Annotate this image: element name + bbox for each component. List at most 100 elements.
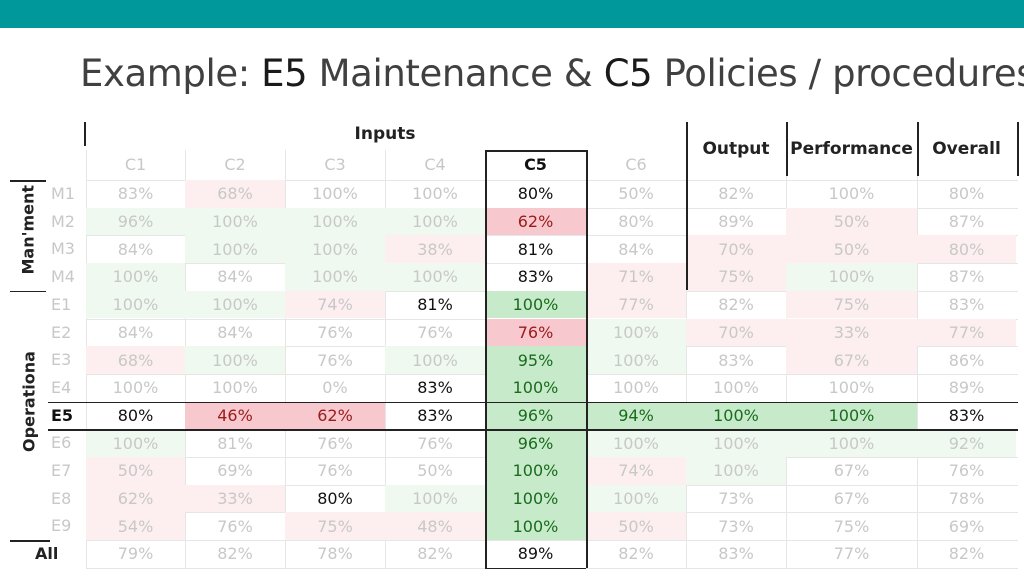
title-mid: Maintenance &	[307, 52, 604, 95]
table-cell: 100%	[312, 184, 358, 204]
table-cell: 100%	[185, 207, 285, 236]
table-cell: 69%	[217, 461, 253, 481]
table-cell: 100%	[586, 346, 686, 374]
title-e5: E5	[261, 52, 308, 95]
table-cell: 68%	[185, 180, 285, 208]
table-cell: 100%	[686, 401, 786, 430]
table-cell: 62%	[485, 207, 586, 236]
table-cell: 100%	[828, 378, 875, 398]
row-label-m3: M3	[51, 239, 75, 259]
table-cell: 84%	[217, 267, 253, 287]
c5-left-border	[485, 150, 487, 568]
table-cell: 100%	[613, 378, 659, 398]
row-label-e6: E6	[51, 433, 72, 453]
table-cell: 46%	[185, 401, 285, 430]
table-cell: 83%	[718, 544, 754, 564]
side-label-all: All	[35, 544, 59, 564]
row-label-e1: E1	[51, 294, 72, 314]
table-cell: 76%	[317, 322, 353, 342]
table-cell: 83%	[417, 378, 453, 398]
row-label-e8: E8	[51, 488, 72, 508]
header-separator	[84, 122, 86, 146]
header-separator	[686, 122, 688, 176]
column-header-c3: C3	[324, 155, 346, 174]
table-cell: 33%	[786, 318, 917, 347]
table-cell: 82%	[948, 544, 985, 564]
table-cell: 74%	[586, 457, 686, 485]
table-cell: 75%	[285, 512, 385, 541]
table-cell: 83%	[948, 405, 985, 425]
side-label-management: Man'ment	[18, 185, 38, 275]
table-cell: 100%	[485, 290, 586, 319]
table-cell: 100%	[828, 184, 875, 204]
table-cell: 100%	[385, 484, 485, 513]
table-cell: 76%	[948, 461, 985, 481]
table-cell: 80%	[948, 184, 985, 204]
inputs-group-header: Inputs	[354, 124, 416, 144]
grid-row-line	[86, 235, 1018, 237]
table-cell: 89%	[718, 212, 754, 232]
table-cell: 68%	[86, 346, 185, 374]
table-cell: 92%	[917, 429, 1016, 457]
table-cell: 84%	[217, 322, 253, 342]
all-top-line	[10, 540, 50, 542]
row-label-m1: M1	[51, 184, 75, 203]
grid-row-line	[86, 180, 1018, 181]
table-cell: 95%	[485, 346, 586, 374]
table-cell: 89%	[517, 544, 554, 564]
table-cell: 76%	[317, 433, 353, 453]
table-cell: 38%	[385, 235, 485, 264]
table-cell: 67%	[786, 346, 917, 374]
column-header-overall: Overall	[932, 139, 1001, 159]
table-cell: 82%	[718, 295, 754, 315]
table-cell: 62%	[86, 484, 185, 513]
table-cell: 100%	[586, 429, 686, 457]
table-cell: 87%	[948, 267, 985, 287]
table-cell: 73%	[718, 516, 754, 536]
table-cell: 100%	[586, 484, 686, 513]
table-cell: 100%	[485, 373, 586, 402]
table-cell: 100%	[185, 235, 285, 264]
c5-bottom-line	[485, 567, 586, 570]
table-cell: 81%	[517, 239, 554, 259]
table-cell: 69%	[948, 516, 985, 536]
table-cell: 81%	[417, 295, 453, 315]
grid-row-line	[86, 263, 1018, 265]
column-header-c4: C4	[424, 155, 446, 174]
table-cell: 80%	[517, 184, 554, 204]
table-cell: 76%	[485, 318, 586, 347]
output-right-border	[686, 176, 688, 290]
table-cell: 83%	[117, 184, 154, 204]
table-cell: 78%	[948, 489, 985, 509]
c5-right-border	[586, 150, 588, 568]
c5-header-top	[485, 150, 586, 152]
row-label-e9: E9	[51, 516, 72, 536]
table-cell: 33%	[185, 484, 285, 513]
table-cell: 82%	[718, 184, 754, 204]
table-cell: 100%	[285, 263, 385, 291]
table-cell: 96%	[86, 207, 185, 236]
column-header-c6: C6	[625, 155, 647, 174]
table-cell: 76%	[317, 350, 353, 370]
table-cell: 48%	[385, 512, 485, 541]
mgmt-bottom-line	[10, 290, 46, 293]
top-accent-bar	[0, 0, 1024, 28]
table-cell: 76%	[317, 461, 353, 481]
table-cell: 100%	[385, 207, 485, 236]
table-cell: 70%	[686, 318, 786, 347]
table-cell: 94%	[586, 401, 686, 430]
table-cell: 100%	[285, 207, 385, 236]
table-cell: 100%	[385, 346, 485, 374]
table-cell: 87%	[948, 212, 985, 232]
table-cell: 100%	[586, 318, 686, 347]
grid-col-line	[686, 150, 687, 568]
table-cell: 81%	[217, 433, 253, 453]
table-cell: 50%	[786, 235, 917, 264]
table-cell: 67%	[833, 489, 870, 509]
header-separator	[917, 122, 919, 176]
row-label-e2: E2	[51, 322, 72, 342]
e5-row-top-border	[48, 401, 1018, 404]
title-prefix: Example:	[80, 52, 262, 95]
table-cell: 100%	[86, 429, 185, 457]
grid-row-line	[86, 540, 1018, 542]
